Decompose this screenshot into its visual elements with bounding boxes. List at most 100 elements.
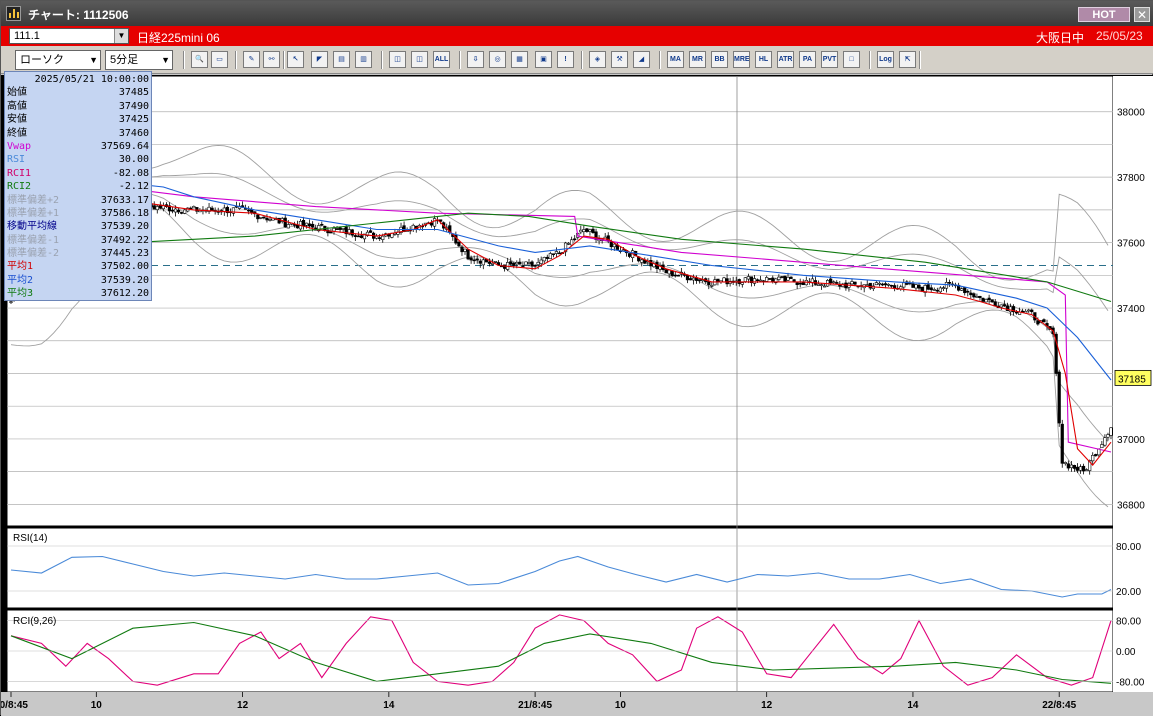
exclaim-icon[interactable]: ! — [557, 51, 574, 68]
info-row: 標準偏差-1 37492.22 — [7, 234, 149, 247]
magnify-icon[interactable]: ◎ — [489, 51, 506, 68]
candle-body — [938, 287, 942, 293]
draw-line-icon[interactable]: ✎ — [243, 51, 260, 68]
candle-body — [670, 271, 674, 277]
interval-select[interactable]: 5分足 ▼ — [105, 50, 173, 70]
candle-body — [850, 281, 854, 285]
candle-body — [570, 239, 574, 246]
candle-body — [880, 283, 885, 286]
candle-body — [923, 285, 927, 293]
candle-body — [1036, 320, 1040, 325]
chart-down-icon[interactable]: ⇩ — [467, 51, 484, 68]
candle-body — [698, 279, 702, 281]
candle-body — [822, 285, 827, 288]
document-icon[interactable]: ▤ — [333, 51, 350, 68]
info-row-value: 37633.17 — [100, 194, 149, 206]
window-icon[interactable]: ▭ — [211, 51, 228, 68]
candle-body — [362, 233, 367, 240]
candle-body — [1054, 333, 1058, 374]
para-icon[interactable]: PA — [799, 51, 816, 68]
hot-badge[interactable]: HOT — [1078, 7, 1130, 22]
candle-body — [344, 226, 348, 235]
rci-tick-label: 80.00 — [1116, 617, 1141, 628]
candle-body — [347, 229, 351, 235]
candle-body — [378, 237, 382, 240]
candle-body — [341, 228, 345, 230]
candle-body — [530, 261, 534, 267]
pointer-icon[interactable]: ↖ — [287, 51, 304, 68]
candle-body — [725, 278, 729, 285]
atr-icon[interactable]: ATR — [777, 51, 794, 68]
ma-icon[interactable]: MA — [667, 51, 684, 68]
toolbar-separator — [869, 51, 871, 69]
chart-type-value: ローソク — [20, 54, 64, 66]
log-icon[interactable]: Log — [877, 51, 894, 68]
candle-body — [740, 282, 744, 285]
export-icon[interactable]: ⇱ — [899, 51, 916, 68]
candle-body — [710, 285, 714, 287]
candle-body — [758, 279, 763, 282]
candle-body — [978, 295, 982, 298]
candle-body — [664, 269, 668, 274]
candle-body — [1078, 466, 1083, 471]
info-row: 安値 37425 — [7, 113, 149, 126]
mre-icon[interactable]: MRE — [733, 51, 750, 68]
info-row: 終値 37460 — [7, 127, 149, 140]
title-bar[interactable]: チャート: 1112506 HOT ✕ — [1, 1, 1153, 26]
bb-icon[interactable]: BB — [711, 51, 728, 68]
chevron-down-icon[interactable]: ▼ — [114, 29, 128, 43]
price-tick-label: 37000 — [1117, 435, 1145, 446]
candle-body — [311, 223, 315, 228]
candle-body — [192, 206, 196, 209]
hl-icon[interactable]: HL — [755, 51, 772, 68]
trash-icon[interactable]: ▥ — [355, 51, 372, 68]
all-icon[interactable]: ALL — [433, 51, 450, 68]
candle-body — [591, 228, 595, 233]
square-icon[interactable]: □ — [843, 51, 860, 68]
info-row-value: 37425 — [118, 114, 149, 126]
brush-icon[interactable]: ◤ — [311, 51, 328, 68]
toolbar-separator — [183, 51, 185, 69]
box-icon[interactable]: ◈ — [589, 51, 606, 68]
info-row-label: 安値 — [7, 114, 27, 126]
candle-shift-left-icon[interactable]: ◫ — [389, 51, 406, 68]
zoom-icon[interactable]: 🔍 — [191, 51, 208, 68]
candle-body — [353, 235, 357, 237]
candle-body — [688, 278, 693, 281]
series-line-rci-6 — [10, 621, 1112, 684]
info-row: 平均2 37539.20 — [7, 274, 149, 287]
chart-type-select[interactable]: ローソク ▼ — [15, 50, 101, 70]
candle-body — [1014, 311, 1019, 314]
candle-body — [173, 208, 178, 213]
candle-body — [963, 287, 967, 294]
price-tick-label: 36800 — [1117, 500, 1145, 511]
candle-body — [259, 217, 263, 219]
candle-body — [917, 284, 921, 289]
candle-body — [789, 276, 793, 279]
chevron-down-icon: ▼ — [161, 55, 170, 65]
candle-body — [1069, 464, 1073, 469]
candle-body — [621, 249, 626, 251]
mr-icon[interactable]: MR — [689, 51, 706, 68]
pvt-icon[interactable]: PVT — [821, 51, 838, 68]
symbol-code-input[interactable]: 111.1 ▼ — [9, 28, 129, 44]
candle-shift-right-icon[interactable]: ◫ — [411, 51, 428, 68]
close-button[interactable]: ✕ — [1134, 7, 1150, 22]
candle-body — [1091, 454, 1095, 462]
bar-chart-icon[interactable]: ▦ — [511, 51, 528, 68]
candle-body — [929, 287, 933, 291]
color-icon[interactable]: ◢ — [633, 51, 650, 68]
toolbar-separator — [235, 51, 237, 69]
candle-body — [262, 216, 266, 219]
chart-area[interactable]: 38000 37800 37600 37400 37000 36800 37185 RSI(1… — [1, 75, 1153, 716]
rci-panel-label: RCI(9,26) — [13, 616, 56, 627]
info-row-label: 標準偏差-1 — [7, 234, 60, 246]
chart-canvas[interactable]: 38000 37800 37600 37400 37000 36800 37185 RSI(1… — [1, 75, 1153, 716]
grid-icon[interactable]: ▣ — [535, 51, 552, 68]
candle-body — [463, 248, 467, 252]
candle-body — [1081, 465, 1086, 472]
info-row-value: 37586.18 — [100, 207, 149, 219]
link-icon[interactable]: ⚯ — [263, 51, 280, 68]
wrench-icon[interactable]: ⚒ — [611, 51, 628, 68]
time-tick-label: 20/8:45 — [1, 700, 28, 711]
